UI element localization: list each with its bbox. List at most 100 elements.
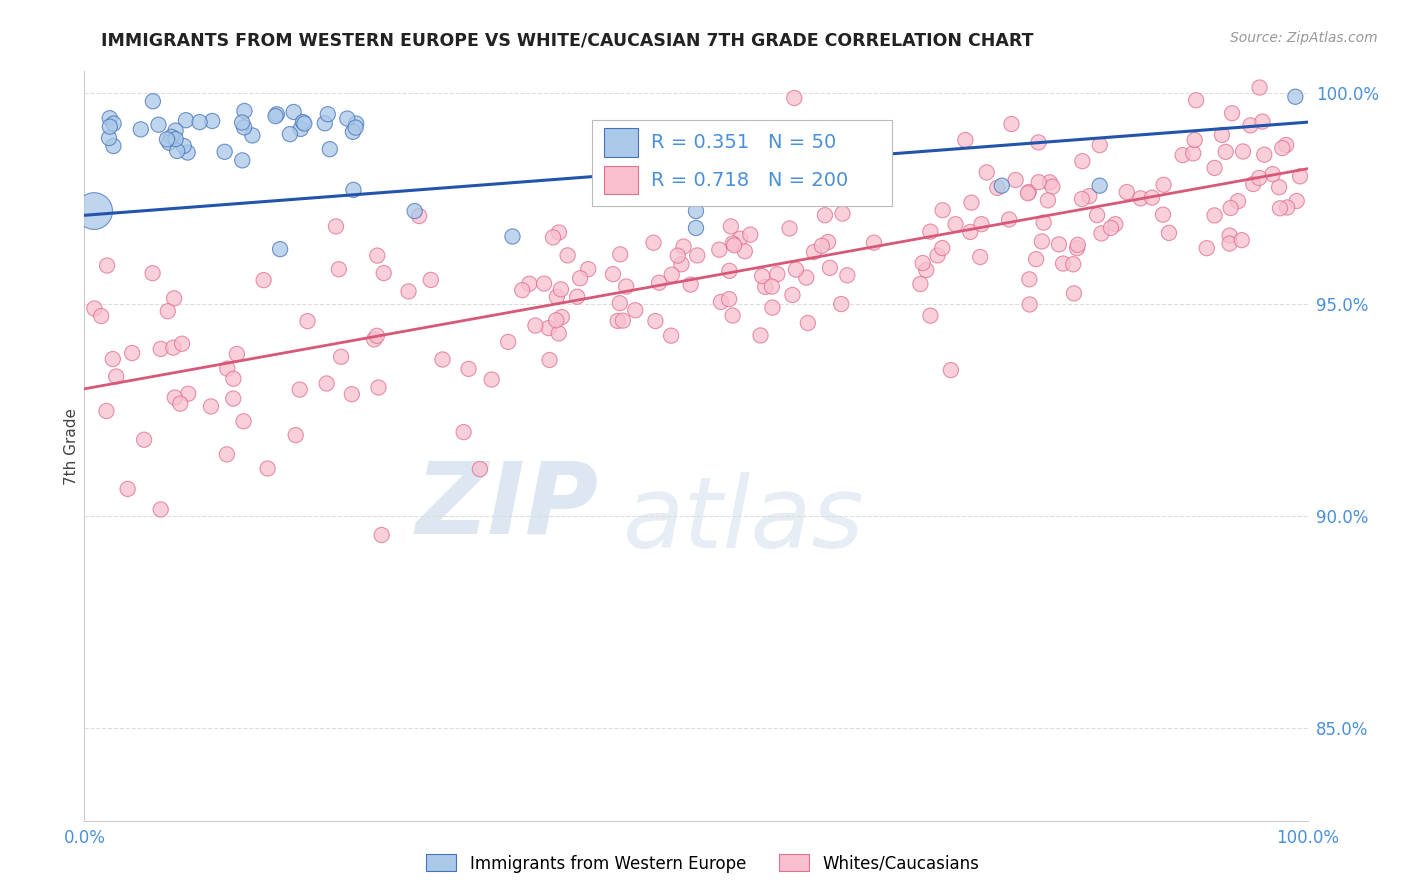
Point [837, 268, 859, 283]
Point [794, 270, 817, 285]
Point [797, 316, 820, 330]
Point [710, 295, 733, 310]
Point [297, 314, 319, 328]
Point [1289, 169, 1312, 184]
Point [162, 341, 184, 355]
Point [751, 269, 773, 284]
Point [817, 157, 839, 171]
Point [541, 230, 564, 244]
Point [176, 145, 198, 160]
Point [83, 301, 105, 316]
Point [319, 142, 342, 156]
Point [1071, 192, 1094, 206]
Point [1066, 241, 1088, 255]
Point [1071, 154, 1094, 169]
Point [1088, 138, 1111, 153]
Point [609, 247, 631, 261]
Point [761, 279, 783, 293]
Point [1232, 145, 1254, 159]
Point [569, 271, 592, 285]
Point [188, 115, 211, 129]
Point [1036, 194, 1059, 208]
Point [910, 277, 932, 291]
Point [1182, 146, 1205, 161]
Point [315, 376, 337, 391]
Text: R = 0.718   N = 200: R = 0.718 N = 200 [651, 170, 848, 189]
Point [1261, 167, 1284, 181]
Point [550, 282, 572, 296]
Point [614, 279, 637, 293]
Point [976, 165, 998, 179]
Point [1185, 93, 1208, 107]
Point [1018, 297, 1040, 311]
Point [931, 241, 953, 255]
Point [686, 248, 709, 262]
Point [1152, 208, 1174, 222]
Point [1052, 256, 1074, 270]
Point [661, 268, 683, 282]
FancyBboxPatch shape [605, 128, 638, 157]
Point [344, 116, 367, 130]
Point [1275, 201, 1298, 215]
Point [1268, 180, 1291, 194]
Point [290, 122, 312, 136]
Text: R = 0.351   N = 50: R = 0.351 N = 50 [651, 133, 837, 152]
Point [970, 217, 993, 231]
Point [576, 262, 599, 277]
Point [90, 309, 112, 323]
Point [718, 292, 741, 306]
Point [404, 204, 426, 219]
Point [538, 353, 561, 368]
Point [342, 183, 364, 197]
Point [1215, 145, 1237, 159]
Point [546, 290, 568, 304]
Point [565, 290, 588, 304]
Point [148, 118, 170, 132]
Point [217, 361, 239, 376]
Point [468, 462, 491, 476]
Point [1195, 241, 1218, 255]
Point [367, 380, 389, 394]
Point [373, 266, 395, 280]
Point [1219, 201, 1241, 215]
Point [782, 288, 804, 302]
Point [1253, 147, 1275, 161]
Point [1251, 114, 1274, 128]
Point [419, 273, 441, 287]
Point [121, 346, 143, 360]
Point [1153, 178, 1175, 192]
Point [83, 204, 105, 219]
Point [920, 309, 942, 323]
Point [659, 328, 682, 343]
Point [1047, 237, 1070, 252]
Point [98, 120, 121, 134]
Point [330, 350, 353, 364]
Point [96, 259, 118, 273]
Point [225, 347, 247, 361]
Point [1275, 138, 1298, 153]
Point [1032, 216, 1054, 230]
Point [214, 145, 236, 159]
Point [991, 178, 1014, 193]
Point [761, 301, 783, 315]
Point [551, 310, 574, 324]
Point [1184, 133, 1206, 147]
Point [398, 285, 420, 299]
Point [233, 120, 256, 135]
Point [288, 383, 311, 397]
Point [370, 528, 392, 542]
Point [366, 328, 388, 343]
Point [1230, 233, 1253, 247]
Point [517, 277, 540, 291]
Point [496, 334, 519, 349]
Point [344, 120, 367, 135]
Point [817, 235, 839, 249]
Point [340, 387, 363, 401]
Point [754, 280, 776, 294]
Y-axis label: 7th Grade: 7th Grade [63, 408, 79, 484]
Point [960, 195, 983, 210]
Point [325, 219, 347, 234]
Point [163, 291, 186, 305]
Point [342, 125, 364, 139]
Point [269, 242, 291, 256]
